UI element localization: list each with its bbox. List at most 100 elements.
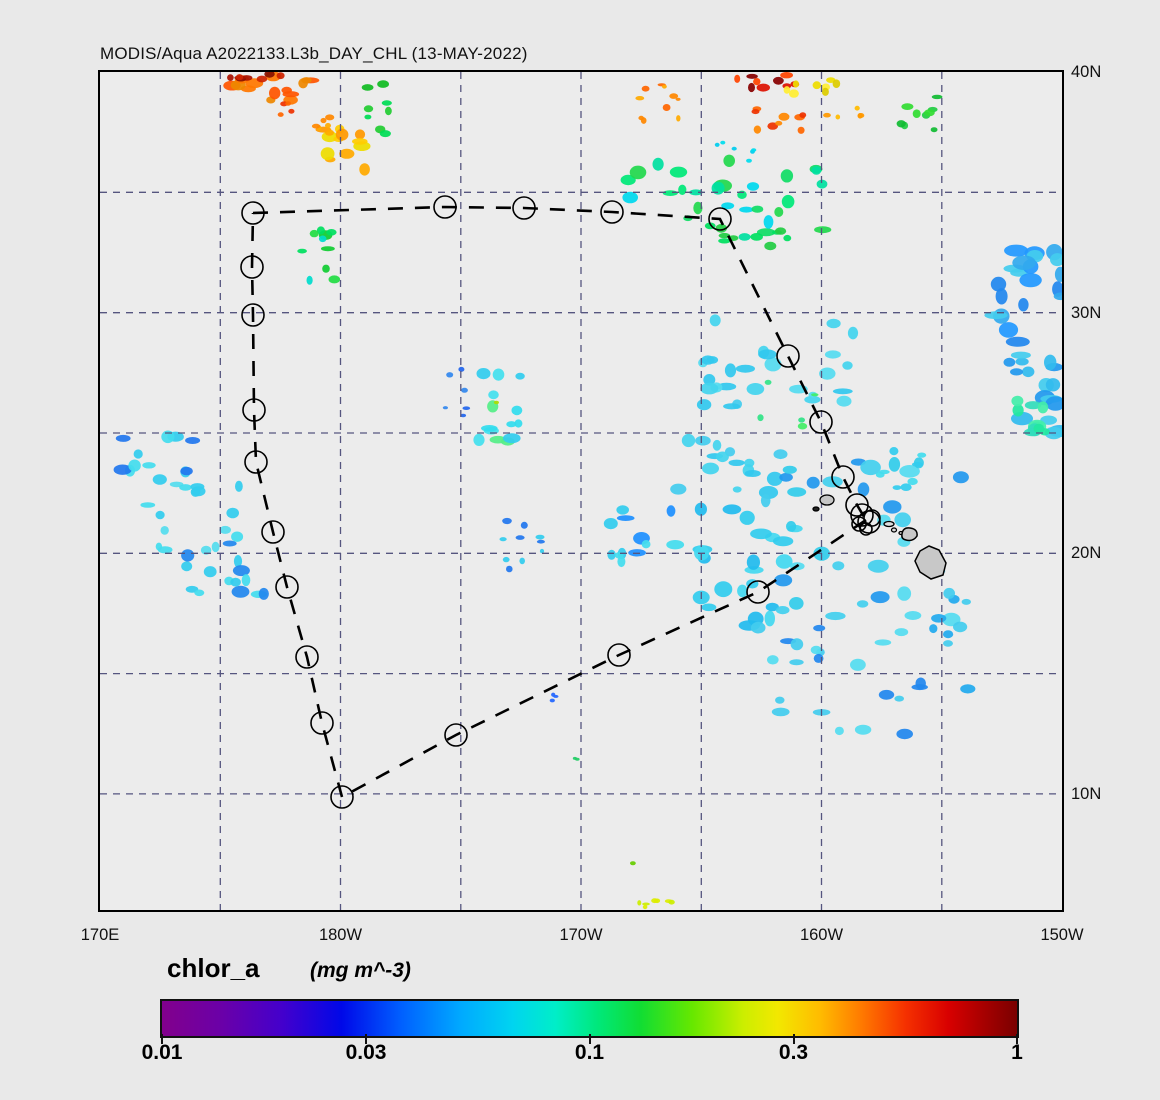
chl-patch	[458, 366, 465, 372]
chl-patch	[325, 114, 335, 121]
hawaiian-islands	[812, 494, 947, 580]
chl-patch	[641, 85, 650, 92]
chl-patch	[461, 387, 468, 393]
station-circle	[850, 503, 874, 527]
station-circle	[275, 575, 299, 599]
chl-patch	[731, 146, 737, 151]
chl-patch	[824, 350, 841, 359]
chl-patch	[662, 104, 671, 111]
chl-patch	[857, 113, 865, 118]
chl-patch	[894, 628, 909, 637]
chl-patch	[288, 108, 295, 114]
chl-patch	[750, 621, 766, 634]
chl-patch	[306, 275, 313, 285]
chl-patch	[854, 105, 860, 111]
chl-patch	[716, 451, 729, 463]
station-circle	[708, 207, 732, 231]
chl-patch	[160, 526, 169, 535]
chl-patch	[772, 536, 794, 547]
colorbar-gradient	[160, 999, 1019, 1038]
chl-patch	[385, 106, 392, 116]
island-hawaii-big-island	[914, 545, 947, 580]
chl-patch	[493, 400, 499, 405]
chl-patch	[113, 464, 132, 475]
x-tick-label: 180W	[318, 926, 363, 944]
chl-patch	[222, 540, 237, 547]
chl-patch	[889, 447, 899, 456]
chl-patch	[309, 229, 319, 238]
chl-patch	[316, 226, 325, 235]
chl-patch	[654, 898, 661, 904]
chl-patch	[739, 206, 754, 213]
chl-patch	[760, 494, 771, 508]
chl-patch	[870, 591, 890, 604]
chl-patch	[748, 82, 755, 93]
colorbar-variable-label: chlor_a	[167, 953, 260, 983]
chl-patch	[492, 368, 505, 381]
chl-patch	[712, 439, 722, 451]
chl-patch	[792, 80, 800, 88]
chl-patch	[675, 97, 681, 101]
chl-patch	[929, 624, 938, 634]
chl-patch	[231, 531, 244, 542]
chl-patch	[442, 406, 448, 410]
chl-patch	[917, 452, 927, 458]
colorbar-tick-mark	[161, 1034, 163, 1044]
chl-patch	[888, 457, 901, 472]
chl-patch	[896, 728, 913, 740]
chl-patch	[835, 114, 841, 120]
station-circle	[244, 450, 268, 474]
map-title: MODIS/Aqua A2022133.L3b_DAY_CHL (13-MAY-…	[100, 44, 528, 63]
chl-patch	[642, 902, 650, 906]
chl-patch	[503, 433, 521, 444]
chl-patch	[519, 557, 525, 565]
chl-patch	[720, 140, 726, 145]
chl-patch	[718, 238, 731, 244]
chl-patch	[797, 422, 808, 430]
chl-patch	[943, 640, 953, 647]
chl-patch	[232, 565, 250, 577]
cruise-track-line	[252, 205, 868, 521]
chl-patch	[952, 471, 969, 484]
chl-patch	[756, 228, 776, 237]
chl-patch	[185, 437, 201, 444]
chl-patch	[379, 130, 391, 138]
chl-patch	[943, 587, 955, 599]
chl-patch	[258, 587, 269, 600]
chl-patch	[836, 395, 852, 407]
chl-patch	[930, 127, 938, 133]
chl-patch	[783, 86, 791, 94]
chl-patch	[1045, 396, 1062, 411]
colorbar-tick-label: 0.01	[141, 1041, 183, 1064]
chl-patch	[638, 115, 644, 121]
chl-patch	[874, 639, 892, 646]
chl-patch	[738, 233, 751, 241]
chl-patch	[1044, 354, 1057, 371]
chl-patch	[506, 421, 517, 428]
chl-patch	[724, 363, 737, 378]
chl-patch	[790, 638, 804, 651]
station-circle	[330, 785, 354, 809]
chl-patch	[1005, 336, 1030, 347]
chl-patch	[826, 318, 841, 329]
chl-patch	[1045, 378, 1061, 392]
graticule	[100, 72, 1062, 910]
chl-patch	[666, 505, 676, 517]
chl-patch	[662, 190, 678, 196]
chl-patch	[194, 589, 205, 597]
x-tick-label: 170W	[559, 926, 603, 944]
chl-patch	[771, 707, 790, 717]
chl-patch	[446, 372, 454, 378]
chl-patch	[883, 500, 902, 514]
station-circle	[607, 643, 631, 667]
chl-patch	[711, 181, 725, 195]
chl-patch	[750, 233, 763, 241]
colorbar-tick-mark	[792, 1034, 795, 1044]
chl-patch	[233, 555, 243, 568]
y-tick-label: 10N	[1071, 784, 1102, 803]
chl-patch	[737, 584, 748, 598]
chl-patch	[746, 554, 761, 570]
chl-patch	[681, 433, 696, 448]
chl-patch	[746, 182, 760, 191]
